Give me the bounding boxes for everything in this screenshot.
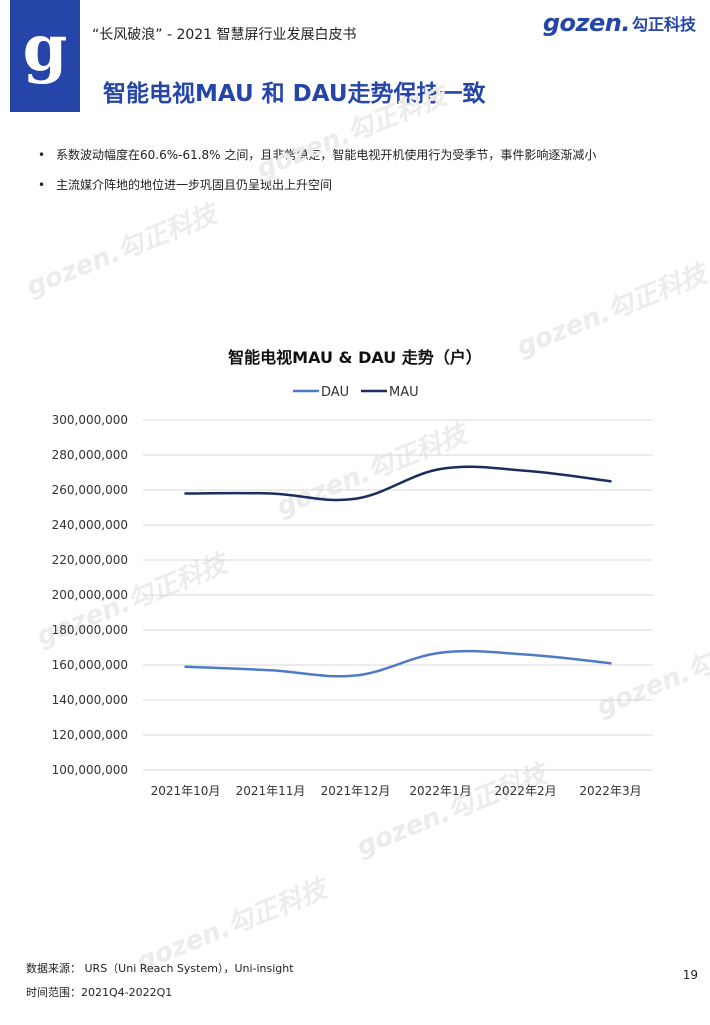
y-tick-label: 280,000,000: [52, 448, 128, 462]
x-tick-label: 2022年3月: [579, 784, 641, 798]
bullet-item: • 系数波动幅度在60.6%-61.8% 之间，且非常稳定，智能电视开机使用行为…: [38, 147, 596, 163]
page-title: 智能电视MAU 和 DAU走势保持一致: [103, 81, 486, 107]
bullet-text: 系数波动幅度在60.6%-61.8% 之间，且非常稳定，智能电视开机使用行为受季…: [56, 148, 597, 162]
legend-label-dau: DAU: [321, 385, 349, 400]
x-tick-label: 2022年1月: [409, 784, 471, 798]
y-tick-label: 300,000,000: [52, 413, 128, 427]
x-tick-label: 2021年12月: [321, 784, 391, 798]
y-tick-label: 180,000,000: [52, 623, 128, 637]
bullet-text: 主流媒介阵地的地位进一步巩固且仍呈现出上升空间: [56, 178, 333, 192]
data-source: 数据来源： URS（Uni Reach System），Uni-insight: [26, 962, 294, 975]
header-subtitle: “长风破浪” - 2021 智慧屏行业发展白皮书: [92, 27, 357, 43]
logo-block: g: [10, 0, 80, 112]
bullet-list: • 系数波动幅度在60.6%-61.8% 之间，且非常稳定，智能电视开机使用行为…: [38, 147, 596, 207]
brand-logo: gozen. 勾正科技: [543, 8, 696, 38]
y-tick-label: 120,000,000: [52, 728, 128, 742]
y-tick-label: 240,000,000: [52, 518, 128, 532]
watermark: gozen.勾正科技: [22, 199, 221, 303]
x-tick-label: 2022年2月: [494, 784, 556, 798]
line-chart: 100,000,000 120,000,000 140,000,000 160,000…: [52, 385, 653, 798]
y-tick-label: 260,000,000: [52, 483, 128, 497]
y-tick-label: 200,000,000: [52, 588, 128, 602]
bullet-dot-icon: •: [38, 178, 46, 192]
chart-title: 智能电视MAU & DAU 走势（户）: [228, 348, 482, 367]
x-tick-label: 2021年11月: [236, 784, 306, 798]
y-tick-label: 160,000,000: [52, 658, 128, 672]
y-tick-label: 220,000,000: [52, 553, 128, 567]
x-tick-label: 2021年10月: [151, 784, 221, 798]
y-tick-label: 100,000,000: [52, 763, 128, 777]
series-line-dau: [184, 649, 612, 678]
page-number: 19: [682, 968, 698, 982]
series-line-mau: [184, 465, 612, 502]
y-tick-label: 140,000,000: [52, 693, 128, 707]
bullet-dot-icon: •: [38, 148, 46, 162]
time-range: 时间范围：2021Q4-2022Q1: [26, 986, 173, 999]
logo-g-icon: g: [22, 11, 68, 86]
bullet-item: • 主流媒介阵地的地位进一步巩固且仍呈现出上升空间: [38, 177, 596, 193]
brand-cn: 勾正科技: [631, 15, 696, 34]
legend-label-mau: MAU: [389, 385, 419, 400]
brand-latin: gozen.: [542, 9, 631, 37]
